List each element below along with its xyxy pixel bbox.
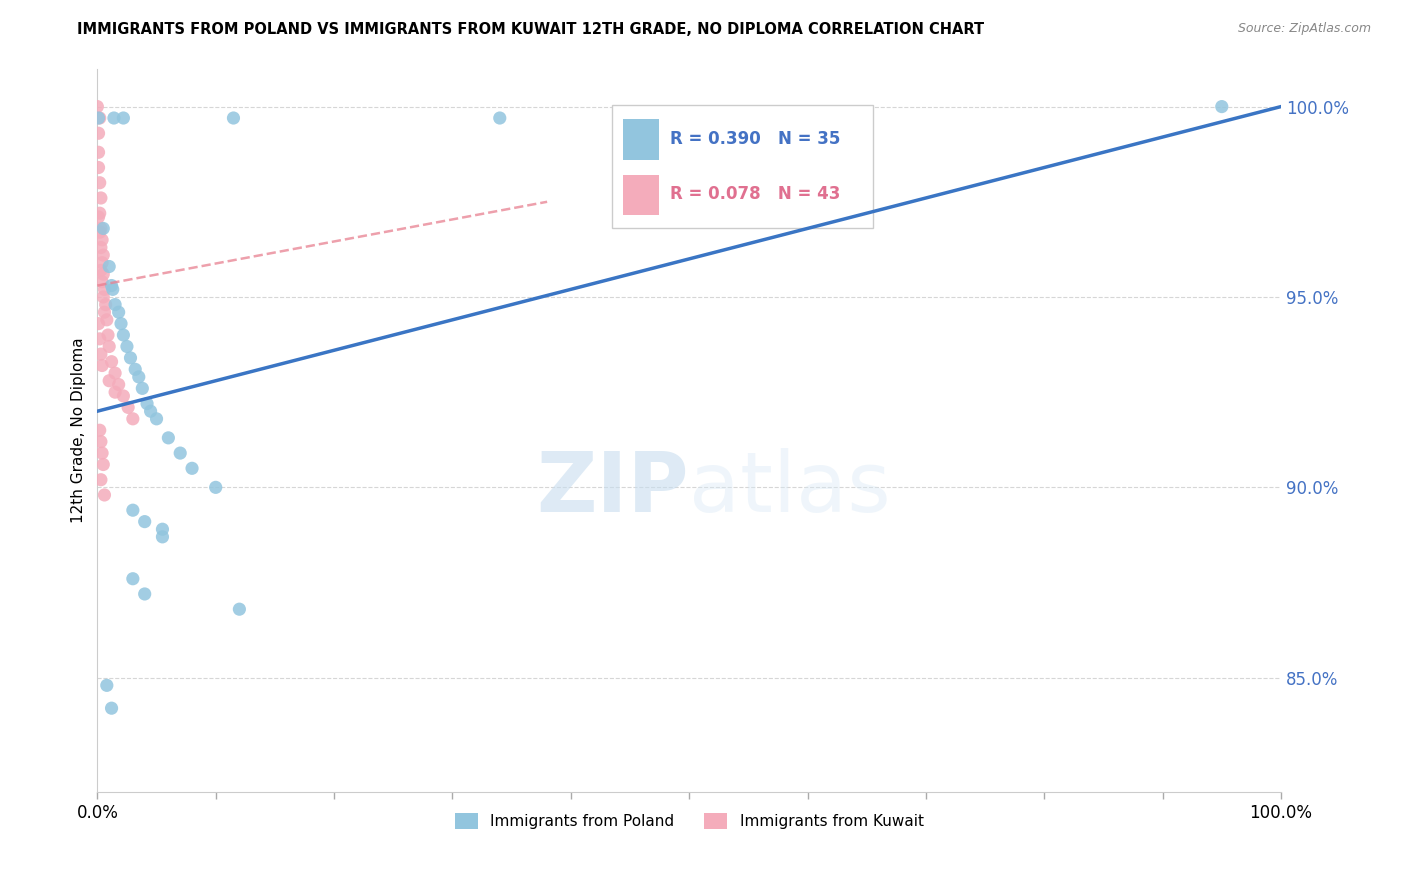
Point [91, 233, 114, 247]
Point [488, 111, 510, 125]
Point [97, 328, 120, 343]
Text: IMMIGRANTS FROM POLAND VS IMMIGRANTS FROM KUWAIT 12TH GRADE, NO DIPLOMA CORRELAT: IMMIGRANTS FROM POLAND VS IMMIGRANTS FRO… [77, 22, 984, 37]
Point [101, 282, 124, 296]
Point [131, 381, 153, 395]
Point [90, 240, 112, 254]
Point [93, 305, 115, 319]
Point [90, 473, 112, 487]
Point [89, 225, 111, 239]
Point [93, 282, 115, 296]
Point [112, 328, 135, 343]
Point [181, 461, 204, 475]
Point [104, 366, 127, 380]
Point [98, 339, 121, 353]
Point [121, 503, 143, 517]
Point [107, 305, 129, 319]
Text: Source: ZipAtlas.com: Source: ZipAtlas.com [1237, 22, 1371, 36]
Point [91, 256, 114, 270]
Point [91, 267, 114, 281]
Point [128, 370, 150, 384]
Point [152, 530, 174, 544]
Text: atlas: atlas [689, 448, 891, 529]
Point [90, 434, 112, 449]
Point [91, 458, 114, 472]
Point [110, 317, 132, 331]
Point [91, 221, 114, 235]
Point [90, 263, 112, 277]
Point [204, 480, 226, 494]
Point [87, 126, 110, 140]
Point [98, 374, 121, 388]
Point [87, 161, 110, 175]
Y-axis label: 12th Grade, No Diploma: 12th Grade, No Diploma [72, 337, 86, 523]
Point [90, 191, 112, 205]
Point [89, 332, 111, 346]
Point [222, 111, 245, 125]
Point [91, 290, 114, 304]
Point [107, 377, 129, 392]
Point [228, 602, 250, 616]
Point [120, 351, 142, 365]
Point [100, 354, 122, 368]
Point [86, 100, 108, 114]
Point [103, 111, 125, 125]
Point [89, 111, 111, 125]
Point [98, 260, 121, 274]
Point [145, 412, 167, 426]
Point [91, 446, 114, 460]
Point [89, 423, 111, 437]
Point [117, 401, 139, 415]
Point [152, 522, 174, 536]
Point [169, 446, 191, 460]
Point [87, 317, 110, 331]
Point [96, 678, 118, 692]
Point [91, 248, 114, 262]
Point [124, 362, 146, 376]
Point [139, 404, 162, 418]
Point [136, 396, 159, 410]
Point [134, 515, 156, 529]
Point [87, 210, 110, 224]
Point [1211, 100, 1233, 114]
Point [87, 111, 110, 125]
Point [121, 412, 143, 426]
Point [112, 111, 135, 125]
Legend: Immigrants from Poland, Immigrants from Kuwait: Immigrants from Poland, Immigrants from … [449, 806, 929, 835]
Point [93, 488, 115, 502]
Point [115, 339, 138, 353]
Point [104, 385, 127, 400]
Point [100, 278, 122, 293]
Point [104, 297, 127, 311]
Point [90, 347, 112, 361]
Point [157, 431, 180, 445]
Point [87, 145, 110, 160]
Point [134, 587, 156, 601]
Point [96, 313, 118, 327]
Point [89, 206, 111, 220]
Point [94, 297, 117, 311]
Text: ZIP: ZIP [537, 448, 689, 529]
Point [121, 572, 143, 586]
Point [91, 275, 114, 289]
Point [91, 359, 114, 373]
Point [100, 701, 122, 715]
Point [89, 176, 111, 190]
Point [90, 221, 112, 235]
Point [112, 389, 135, 403]
